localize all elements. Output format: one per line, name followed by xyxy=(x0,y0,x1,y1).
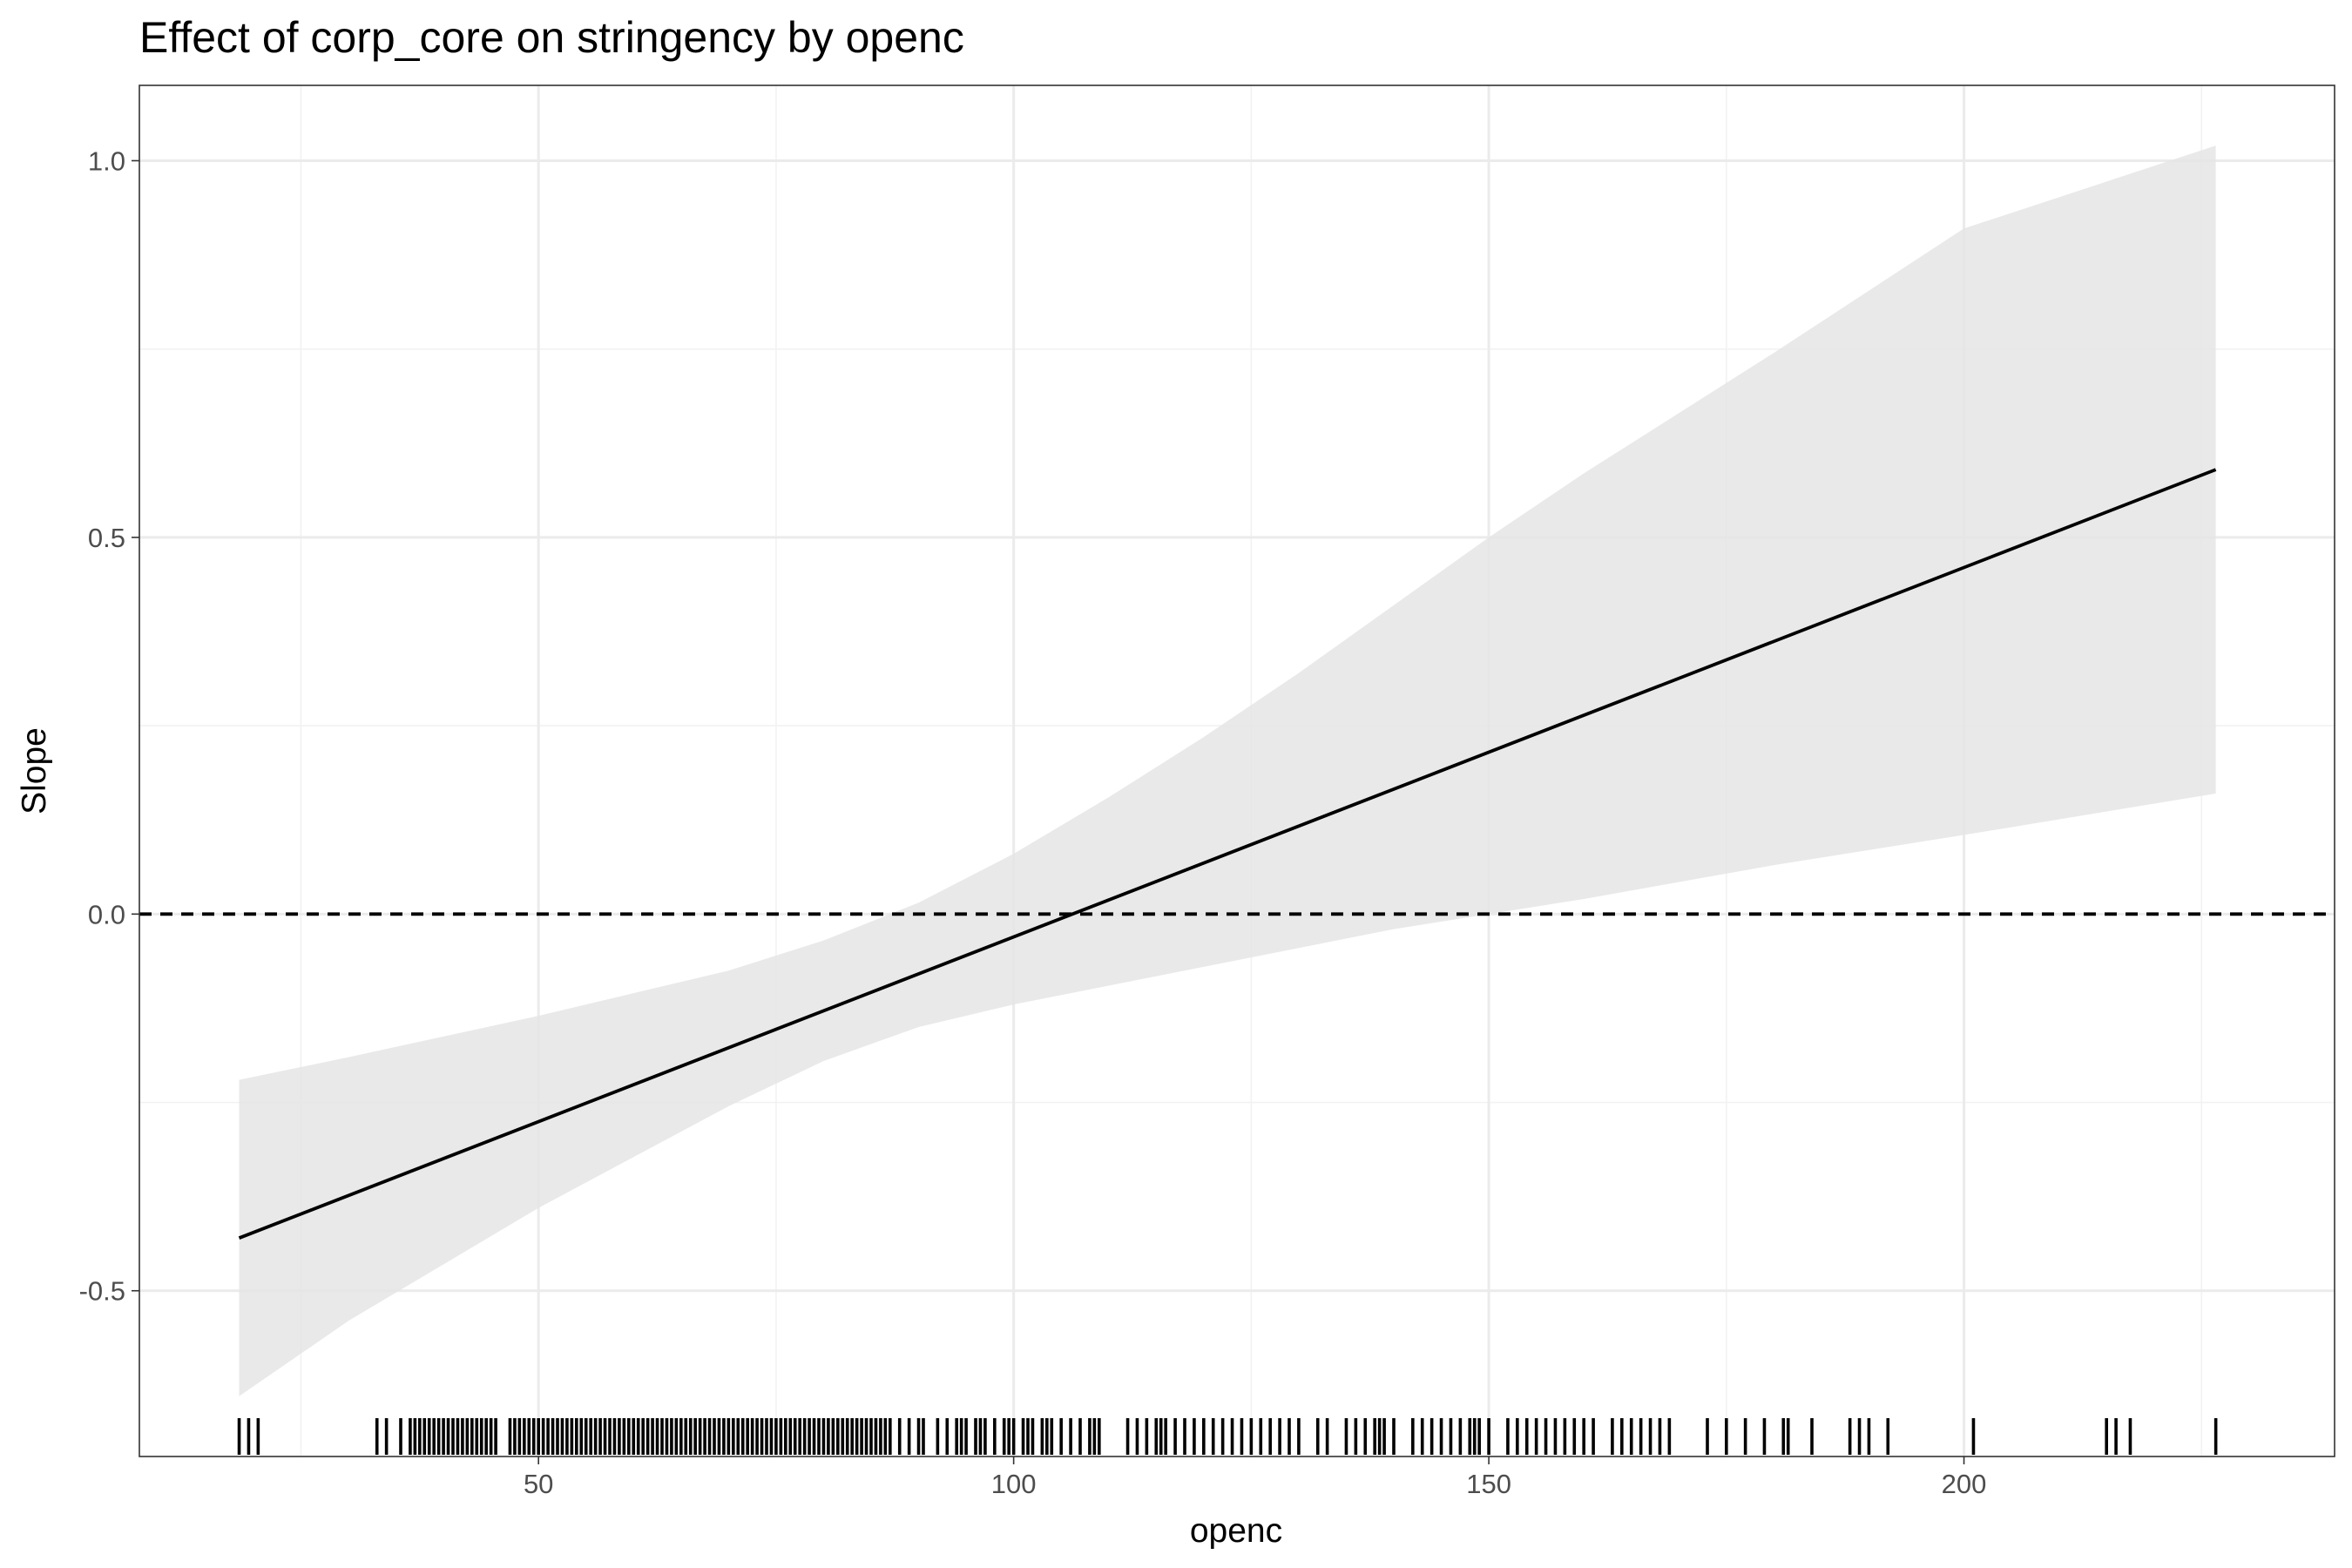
y-tick-label: 0.5 xyxy=(88,523,125,553)
slope-line xyxy=(238,468,2217,1240)
x-tick-label: 50 xyxy=(524,1469,553,1499)
slope-lines xyxy=(238,468,2217,1240)
y-axis: -0.5 0.0 0.5 1.0 xyxy=(79,145,139,1307)
x-tick-label: 100 xyxy=(991,1469,1037,1499)
rug-marks xyxy=(237,1418,2218,1455)
y-axis-title: Slope xyxy=(16,727,53,814)
y-tick-label: -0.5 xyxy=(79,1276,125,1307)
plot-panel-border xyxy=(139,84,2335,1457)
x-tick-label: 150 xyxy=(1466,1469,1511,1499)
confidence-ribbon xyxy=(239,145,2216,1396)
y-tick-label: 0.0 xyxy=(88,899,125,929)
x-axis-title: openc xyxy=(1190,1512,1282,1550)
y-tick-label: 1.0 xyxy=(88,145,125,176)
x-axis: 50 100 150 200 xyxy=(524,1456,1986,1499)
x-tick-label: 200 xyxy=(1942,1469,1987,1499)
chart-title: Effect of corp_core on stringency by ope… xyxy=(139,13,964,62)
